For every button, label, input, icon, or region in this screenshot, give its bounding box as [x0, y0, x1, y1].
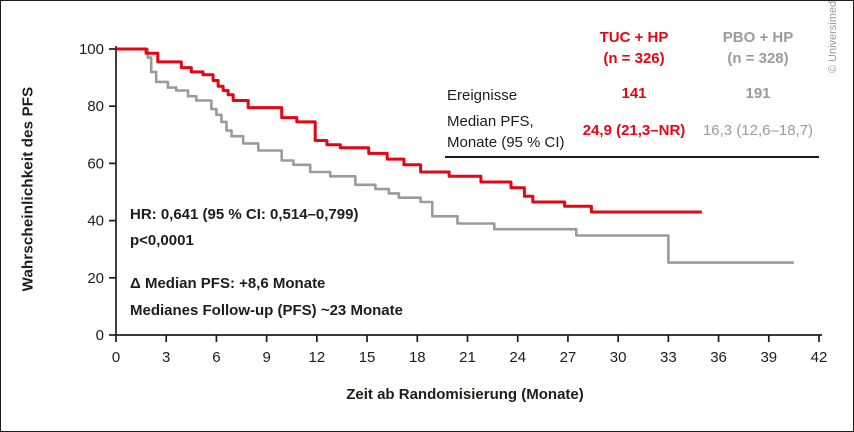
x-tick-label: 42 [811, 349, 828, 366]
median-value-tuc: 24,9 (21,3–NR) [582, 122, 686, 139]
events-value-pbo: 191 [745, 85, 771, 102]
median-row-label: Median PFS, Monate (95 % CI) [447, 111, 565, 153]
legend-table-underline [445, 156, 819, 158]
y-tick-label: 80 [87, 98, 104, 115]
y-axis-title: Wahrscheinlichkeit des PFS [19, 86, 37, 292]
x-tick-label: 30 [610, 349, 627, 366]
legend-tuc-n: (n = 326) [603, 50, 665, 67]
hazard-ratio-annotation: HR: 0,641 (95 % CI: 0,514–0,799) [130, 206, 359, 223]
p-value-annotation: p<0,0001 [130, 232, 194, 249]
x-tick-label: 0 [112, 349, 120, 366]
median-followup-annotation: Medianes Follow-up (PFS) ~23 Monate [130, 302, 403, 319]
x-tick-label: 6 [212, 349, 220, 366]
legend-column-pbo: PBO + HP (n = 328) [723, 27, 793, 69]
x-tick-label: 24 [509, 349, 526, 366]
x-tick-label: 3 [162, 349, 170, 366]
legend-column-tuc: TUC + HP (n = 326) [600, 27, 669, 69]
x-tick-label: 21 [459, 349, 476, 366]
x-tick-label: 33 [660, 349, 677, 366]
tuc-hp-curve [116, 47, 702, 214]
x-tick-label: 18 [409, 349, 426, 366]
x-tick-label: 27 [560, 349, 577, 366]
events-row-label: Ereignisse [447, 87, 518, 104]
x-tick-label: 39 [760, 349, 777, 366]
median-value-pbo: 16,3 (12,6–18,7) [702, 122, 814, 139]
x-axis-title: Zeit ab Randomisierung (Monate) [346, 386, 584, 403]
median-label-line1: Median PFS, [447, 113, 534, 130]
events-value-tuc: 141 [621, 85, 647, 102]
y-tick-label: 20 [87, 270, 104, 287]
x-tick-label: 9 [262, 349, 270, 366]
delta-median-annotation: Δ Median PFS: +8,6 Monate [130, 275, 326, 292]
x-tick-label: 15 [359, 349, 376, 366]
y-tick-label: 0 [96, 327, 104, 344]
y-tick-label: 40 [87, 213, 104, 230]
x-tick-label: 36 [710, 349, 727, 366]
legend-pbo-n: (n = 328) [727, 50, 789, 67]
y-tick-label: 100 [79, 41, 104, 58]
copyright-credit: © Universimed [827, 0, 839, 74]
pbo-hp-curve [116, 47, 794, 264]
y-tick-label: 60 [87, 155, 104, 172]
legend-tuc-name: TUC + HP [599, 29, 669, 46]
legend-pbo-name: PBO + HP [722, 29, 794, 46]
median-label-line2: Monate (95 % CI) [447, 134, 565, 151]
x-tick-label: 12 [309, 349, 326, 366]
